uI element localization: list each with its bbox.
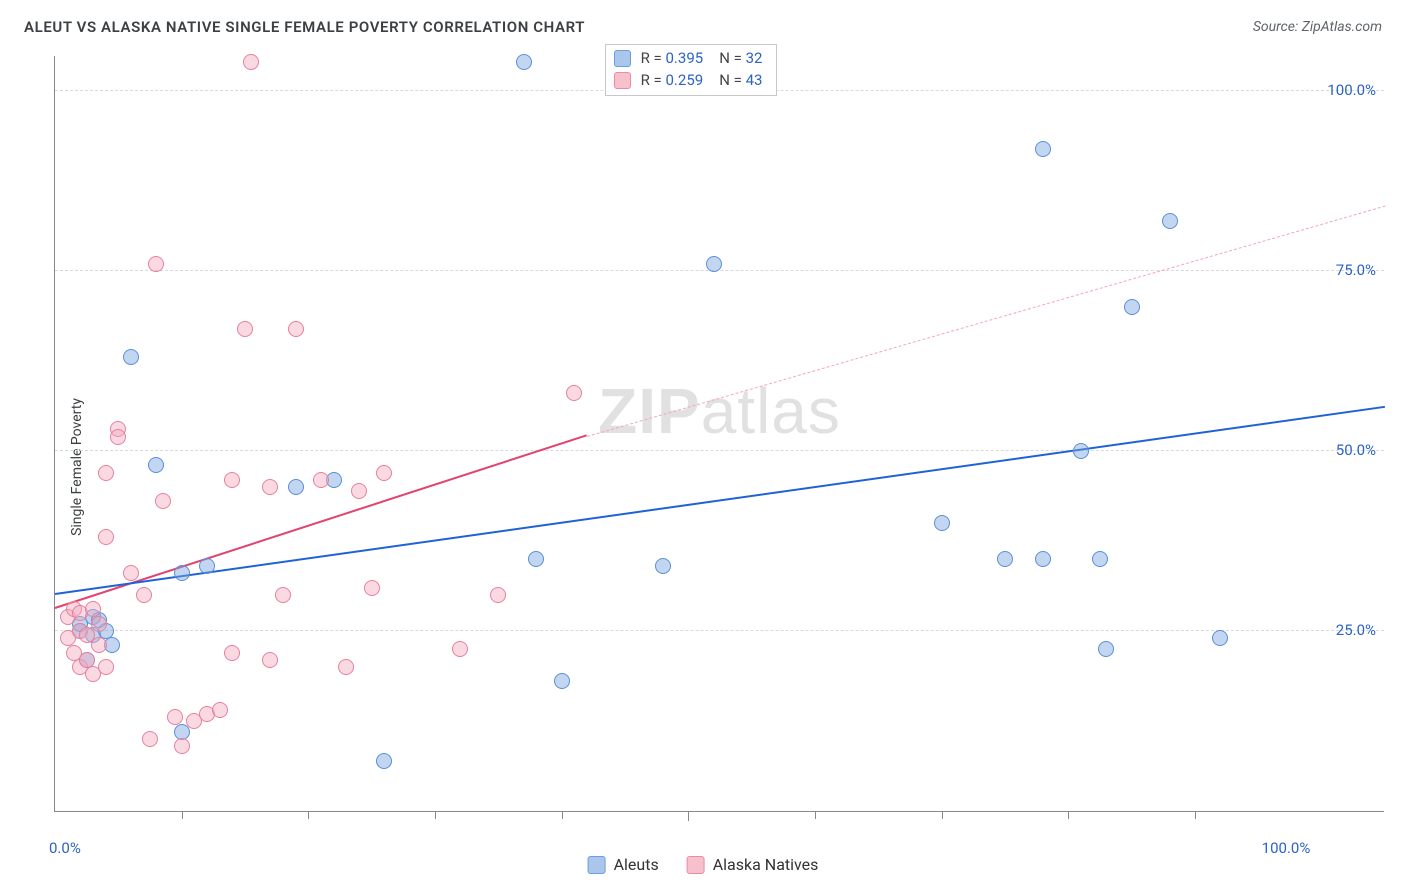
scatter-point [148, 457, 164, 473]
scatter-point [98, 659, 114, 675]
scatter-point [997, 551, 1013, 567]
scatter-point [1212, 630, 1228, 646]
series-legend-label: Alaska Natives [713, 855, 819, 874]
scatter-point [98, 465, 114, 481]
scatter-point [1073, 443, 1089, 459]
legend-r-label: R = 0.259 [641, 70, 704, 92]
series-legend-label: Aleuts [614, 855, 659, 874]
scatter-point [237, 321, 253, 337]
scatter-point [275, 587, 291, 603]
gridline [55, 630, 1384, 631]
chart-title: ALEUT VS ALASKA NATIVE SINGLE FEMALE POV… [24, 18, 585, 36]
scatter-point [1098, 641, 1114, 657]
correlation-legend: R = 0.395 N = 32 R = 0.259 N = 43 [605, 44, 778, 96]
scatter-point [199, 558, 215, 574]
x-tick [1068, 811, 1069, 819]
scatter-point [338, 659, 354, 675]
y-tick-label: 50.0% [1336, 441, 1376, 459]
scatter-point [655, 558, 671, 574]
x-tick [435, 811, 436, 819]
scatter-point [136, 587, 152, 603]
scatter-point [490, 587, 506, 603]
trend-line [587, 205, 1385, 436]
source-attribution: Source: ZipAtlas.com [1253, 19, 1382, 35]
scatter-point [142, 731, 158, 747]
x-tick [688, 811, 689, 821]
scatter-point [174, 565, 190, 581]
scatter-point [376, 753, 392, 769]
legend-swatch [614, 72, 631, 89]
scatter-point [288, 479, 304, 495]
gridline [55, 450, 1384, 451]
scatter-point [706, 256, 722, 272]
scatter-point [1124, 299, 1140, 315]
scatter-point [364, 580, 380, 596]
scatter-point [516, 54, 532, 70]
series-legend-item: Alaska Natives [687, 855, 819, 874]
legend-swatch [588, 856, 606, 874]
scatter-point [123, 565, 139, 581]
scatter-point [155, 493, 171, 509]
series-legend: Aleuts Alaska Natives [588, 855, 819, 874]
scatter-point [313, 472, 329, 488]
x-tick [815, 811, 816, 819]
series-legend-item: Aleuts [588, 855, 659, 874]
scatter-point [376, 465, 392, 481]
trend-line [55, 406, 1385, 595]
scatter-point [1092, 551, 1108, 567]
legend-row: R = 0.259 N = 43 [614, 70, 763, 92]
scatter-point [452, 641, 468, 657]
legend-r-label: R = 0.395 [641, 48, 704, 70]
watermark: ZIPatlas [598, 374, 841, 448]
scatter-point [224, 645, 240, 661]
scatter-point [351, 483, 367, 499]
scatter-point [174, 738, 190, 754]
y-tick-label: 100.0% [1327, 81, 1376, 99]
scatter-point [91, 616, 107, 632]
scatter-point [110, 429, 126, 445]
y-tick-label: 25.0% [1336, 621, 1376, 639]
scatter-point [148, 256, 164, 272]
x-tick [182, 811, 183, 819]
scatter-point [91, 637, 107, 653]
scatter-point [212, 702, 228, 718]
scatter-point [1035, 141, 1051, 157]
x-tick [308, 811, 309, 819]
scatter-point [934, 515, 950, 531]
scatter-point [554, 673, 570, 689]
scatter-point [123, 349, 139, 365]
scatter-point [528, 551, 544, 567]
legend-n-label: N = 32 [719, 48, 762, 70]
x-tick [1195, 811, 1196, 819]
gridline [55, 270, 1384, 271]
x-tick [562, 811, 563, 819]
scatter-point [262, 652, 278, 668]
scatter-point [167, 709, 183, 725]
chart-container: Single Female Poverty ZIPatlas 25.0%50.0… [0, 42, 1406, 892]
plot-area: ZIPatlas 25.0%50.0%75.0%100.0%0.0%100.0% [54, 56, 1384, 812]
scatter-point [243, 54, 259, 70]
x-tick-label: 100.0% [1262, 839, 1311, 857]
scatter-point [1035, 551, 1051, 567]
scatter-point [262, 479, 278, 495]
scatter-point [224, 472, 240, 488]
legend-n-label: N = 43 [719, 70, 762, 92]
legend-swatch [614, 50, 631, 67]
scatter-point [288, 321, 304, 337]
scatter-point [566, 385, 582, 401]
scatter-point [1162, 213, 1178, 229]
scatter-point [98, 529, 114, 545]
x-tick [942, 811, 943, 819]
legend-swatch [687, 856, 705, 874]
x-tick-label: 0.0% [49, 839, 81, 857]
y-tick-label: 75.0% [1336, 261, 1376, 279]
legend-row: R = 0.395 N = 32 [614, 48, 763, 70]
